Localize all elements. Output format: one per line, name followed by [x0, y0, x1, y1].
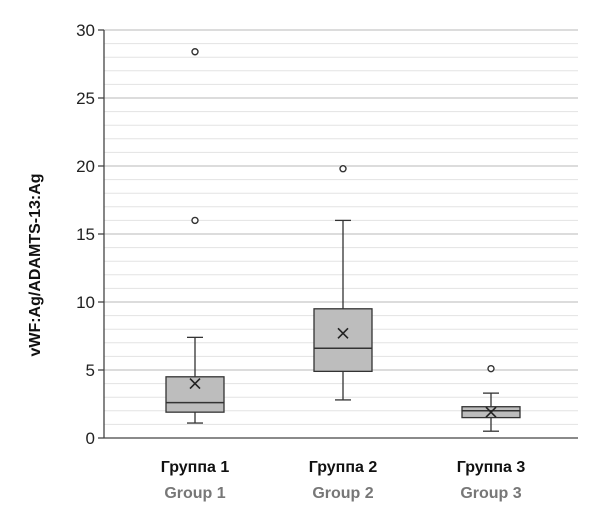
- y-tick-label: 5: [86, 361, 95, 380]
- box-group-1: [165, 48, 225, 424]
- y-tick-label: 30: [76, 21, 95, 40]
- y-tick-labels: 0 5 10 15 20 25 30: [76, 21, 104, 448]
- y-tick-label: 10: [76, 293, 95, 312]
- category-labels: Группа 1 Group 1 Группа 2 Group 2 Группа 3 Gr…: [161, 459, 526, 502]
- box-series: [165, 48, 521, 432]
- category-label-en: Group 1: [164, 485, 225, 502]
- box-group-2: [313, 165, 373, 401]
- category-label-ru: Группа 1: [161, 459, 230, 476]
- mean-marker: [189, 378, 201, 390]
- y-tick-label: 0: [86, 429, 95, 448]
- outlier-point: [487, 364, 495, 373]
- category-label-en: Group 3: [460, 485, 521, 502]
- outlier-point: [339, 165, 347, 173]
- box-group-3: [461, 364, 521, 432]
- mean-marker: [485, 406, 497, 418]
- iqr-box: [313, 308, 373, 373]
- y-tick-label: 25: [76, 89, 95, 108]
- outlier-point: [191, 216, 199, 225]
- y-tick-label: 20: [76, 157, 95, 176]
- category-label-ru: Группа 3: [457, 459, 526, 476]
- mean-marker: [337, 327, 349, 339]
- iqr-box: [165, 376, 225, 413]
- category-label-en: Group 2: [312, 485, 373, 502]
- category-label-ru: Группа 2: [309, 459, 378, 476]
- y-axis-label: vWF:Ag/ADAMTS-13:Ag: [27, 173, 44, 356]
- outlier-point: [191, 48, 199, 56]
- y-tick-label: 15: [76, 225, 95, 244]
